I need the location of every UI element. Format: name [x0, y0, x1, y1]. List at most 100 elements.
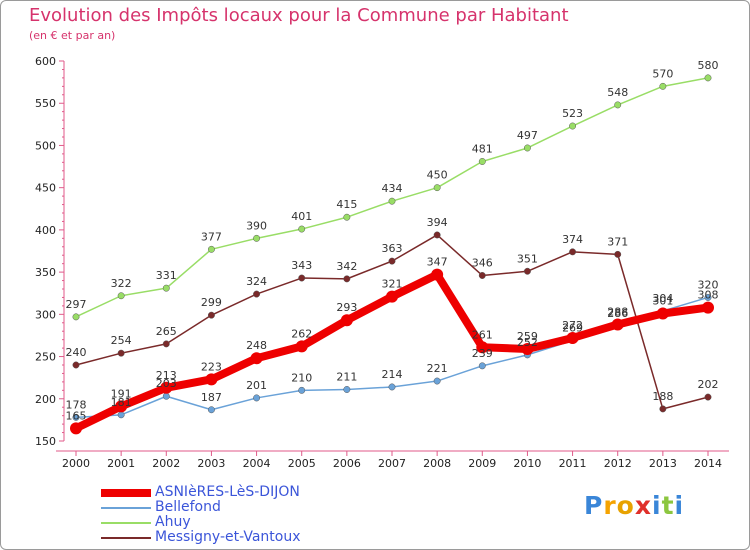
series-point-3: [431, 268, 444, 281]
chart-subtitle: (en € et par an): [29, 29, 116, 42]
x-tick-label: 2001: [107, 457, 135, 470]
data-label-2: 181: [111, 396, 132, 409]
data-label-2: 214: [382, 368, 403, 381]
x-tick-label: 2009: [468, 457, 496, 470]
legend-item: Ahuy: [101, 515, 301, 530]
data-label-1: 415: [336, 198, 357, 211]
legend-swatch: [101, 488, 151, 497]
logo-letter: r: [603, 491, 617, 520]
data-label-2: 320: [698, 278, 719, 291]
data-label-1: 331: [156, 269, 177, 282]
x-tick-label: 2014: [694, 457, 722, 470]
data-label-1: 450: [427, 169, 448, 182]
data-label-2: 286: [607, 307, 628, 320]
x-tick-label: 2010: [513, 457, 541, 470]
series-point-3: [295, 340, 308, 353]
data-label-1: 377: [201, 230, 222, 243]
data-label-0: 265: [156, 325, 177, 338]
series-point-1: [569, 122, 577, 130]
series-point-0: [659, 405, 667, 413]
x-tick-label: 2003: [197, 457, 225, 470]
data-label-0: 240: [66, 346, 87, 359]
series-point-3: [521, 342, 534, 355]
series-point-1: [343, 213, 351, 221]
data-label-0: 202: [698, 378, 719, 391]
data-label-1: 523: [562, 107, 583, 120]
series-point-2: [162, 392, 170, 400]
series-point-0: [343, 275, 351, 283]
data-label-3: 347: [427, 256, 448, 269]
series-point-2: [207, 406, 215, 414]
series-point-0: [704, 393, 712, 401]
series-point-0: [433, 231, 441, 239]
data-label-2: 221: [427, 362, 448, 375]
data-label-0: 374: [562, 233, 583, 246]
series-point-2: [253, 394, 261, 402]
series-point-0: [207, 311, 215, 319]
data-label-1: 322: [111, 277, 132, 290]
data-label-3: 191: [111, 387, 132, 400]
y-tick-label: 300: [35, 308, 56, 321]
logo-letter: i: [674, 491, 685, 520]
series-point-1: [253, 234, 261, 242]
data-label-1: 481: [472, 142, 493, 155]
series-point-0: [117, 349, 125, 357]
data-label-2: 210: [291, 371, 312, 384]
series-point-1: [162, 284, 170, 292]
series-point-2: [72, 413, 80, 421]
series-point-3: [566, 331, 579, 344]
data-label-1: 570: [652, 67, 673, 80]
legend-label: Bellefond: [155, 499, 221, 515]
series-point-2: [388, 383, 396, 391]
data-label-1: 434: [382, 182, 403, 195]
data-label-0: 342: [336, 260, 357, 273]
data-label-3: 301: [652, 294, 673, 307]
legend-item: ASNIèRES-LèS-DIJON: [101, 485, 301, 500]
series-point-1: [659, 82, 667, 90]
series-point-0: [388, 257, 396, 265]
series-point-3: [160, 381, 173, 394]
series-point-0: [298, 274, 306, 282]
data-label-3: 165: [66, 409, 87, 422]
x-tick-label: 2000: [62, 457, 90, 470]
x-tick-label: 2005: [288, 457, 316, 470]
series-point-0: [478, 272, 486, 279]
series-point-2: [478, 362, 486, 370]
legend-label: Messigny-et-Vantoux: [155, 529, 301, 545]
logo-letter: i: [652, 491, 662, 520]
chart-title: Evolution des Impôts locaux pour la Comm…: [29, 5, 569, 26]
series-point-1: [72, 313, 80, 321]
data-label-0: 188: [652, 390, 673, 403]
series-point-2: [343, 386, 351, 393]
y-tick-label: 200: [35, 393, 56, 406]
data-label-2: 211: [336, 370, 357, 383]
data-label-3: 308: [698, 289, 719, 302]
proxiti-logo: Proxiti: [584, 491, 684, 520]
data-label-0: 394: [427, 216, 448, 229]
data-label-2: 203: [156, 377, 177, 390]
data-label-1: 297: [66, 298, 87, 311]
series-point-1: [207, 245, 215, 253]
data-label-3: 261: [472, 328, 493, 341]
legend-swatch: [101, 536, 151, 539]
x-tick-label: 2007: [378, 457, 406, 470]
data-label-2: 304: [652, 292, 673, 305]
series-point-0: [162, 340, 170, 348]
data-label-2: 187: [201, 391, 222, 404]
data-label-3: 293: [336, 301, 357, 314]
series-point-3: [205, 373, 218, 386]
series-point-3: [250, 352, 263, 365]
y-tick-label: 600: [35, 55, 56, 68]
series-point-1: [388, 197, 396, 205]
series-point-1: [117, 292, 125, 300]
legend-label: Ahuy: [155, 514, 191, 530]
data-label-0: 299: [201, 296, 222, 309]
series-point-1: [523, 144, 531, 152]
series-point-3: [115, 400, 128, 413]
y-tick-label: 400: [35, 224, 56, 237]
legend: ASNIèRES-LèS-DIJON Bellefond Ahuy Messigny-…: [101, 485, 301, 545]
data-label-3: 259: [517, 330, 538, 343]
data-label-0: 254: [111, 334, 132, 347]
